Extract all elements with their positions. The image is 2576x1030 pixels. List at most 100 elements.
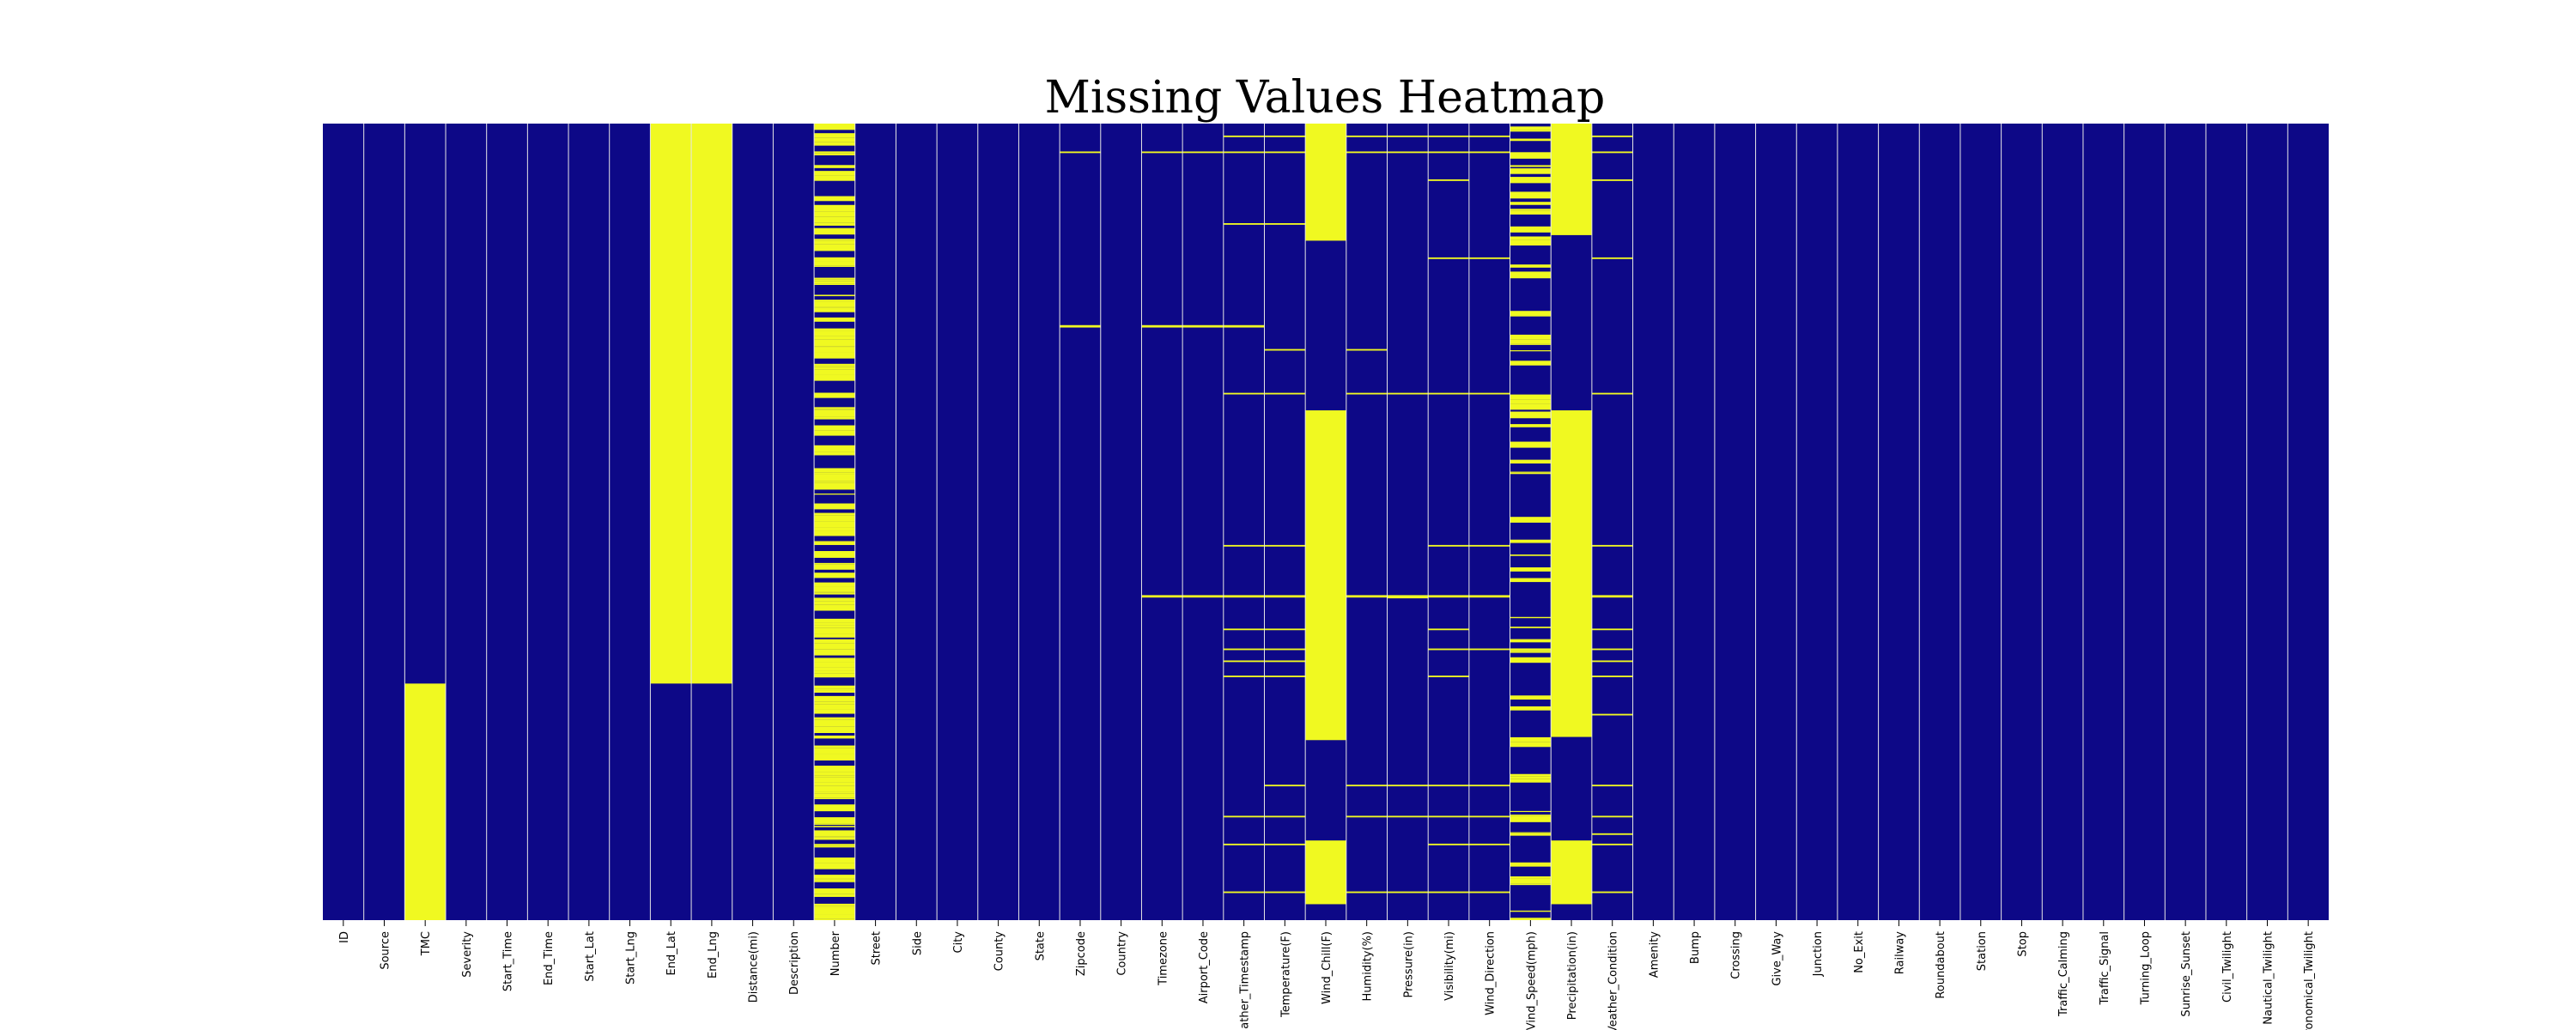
missing-cell-number (814, 451, 855, 456)
missing-cell-visibility-mi (1428, 785, 1469, 787)
missing-cell-wind-speed-mph (1510, 810, 1552, 812)
missing-cell-wind-speed-mph (1510, 815, 1552, 822)
missing-cell-precipitation-in (1551, 410, 1592, 737)
missing-cell-number (814, 257, 855, 262)
x-tick-label: Side (911, 931, 924, 955)
x-tick-label: Temperature(F) (1279, 931, 1292, 1018)
missing-cell-number (814, 633, 855, 638)
missing-cell-temperature-f (1264, 660, 1306, 663)
missing-cell-number (814, 430, 855, 436)
missing-cell-number (814, 300, 855, 302)
x-tick-label: Source (380, 931, 392, 970)
missing-cell-number (814, 306, 855, 308)
x-tick-label: Station (1976, 931, 1989, 971)
x-tick-label: End_Lng (707, 931, 720, 978)
missing-cell-wind-direction (1468, 648, 1510, 651)
missing-cell-number (814, 481, 855, 483)
missing-cell-number (814, 745, 855, 748)
missing-cell-number (814, 472, 855, 475)
missing-cell-number (814, 216, 855, 223)
missing-cell-number (814, 673, 855, 678)
missing-cell-weather-timestamp (1223, 628, 1265, 631)
missing-cell-wind-chill-f (1305, 124, 1346, 241)
missing-cell-weather-timestamp (1223, 660, 1265, 663)
missing-cell-number (814, 766, 855, 772)
missing-cell-weather-timestamp (1223, 595, 1265, 598)
missing-cell-number (814, 844, 855, 846)
missing-cell-number (814, 468, 855, 473)
missing-cell-number (814, 772, 855, 776)
x-tick-label: Country (1116, 931, 1129, 976)
missing-cell-precipitation-in (1551, 124, 1592, 235)
missing-cell-number (814, 265, 855, 267)
missing-cell-number (814, 826, 855, 827)
missing-cell-wind-speed-mph (1510, 616, 1552, 619)
missing-cell-number (814, 879, 855, 882)
missing-cell-number (814, 365, 855, 367)
missing-cell-pressure-in (1387, 392, 1429, 395)
missing-cell-weather-condition (1591, 544, 1633, 547)
missing-cell-wind-speed-mph (1510, 168, 1552, 174)
missing-cell-number (814, 907, 855, 915)
x-tick-label: Roundabout (1935, 931, 1947, 999)
missing-cell-number (814, 222, 855, 226)
missing-cell-wind-direction (1468, 392, 1510, 395)
missing-cell-number (814, 592, 855, 595)
x-tick-label: Number (829, 930, 842, 976)
missing-cell-number (814, 244, 855, 251)
missing-cell-wind-direction (1468, 135, 1510, 137)
x-tick-label: Humidity(%) (1362, 931, 1375, 1001)
missing-cell-number (814, 625, 855, 628)
missing-cell-number (814, 670, 855, 674)
missing-cell-weather-condition (1591, 151, 1633, 154)
missing-cell-wind-direction (1468, 891, 1510, 894)
missing-cell-number (814, 328, 855, 331)
missing-cell-number (814, 903, 855, 906)
x-tick-label: End_Lat (665, 931, 678, 976)
missing-cell-number (814, 330, 855, 336)
missing-cell-wind-speed-mph (1510, 876, 1552, 879)
missing-cell-airport-code (1182, 151, 1224, 154)
missing-cell-airport-code (1182, 324, 1224, 328)
missing-cell-wind-speed-mph (1510, 833, 1552, 836)
x-tick-label: Severity (461, 931, 474, 978)
x-tick-label: Civil_Twilight (2221, 931, 2234, 1003)
missing-cell-number (814, 165, 855, 168)
missing-cell-number (814, 837, 855, 840)
missing-cell-temperature-f (1264, 135, 1306, 137)
missing-cell-precipitation-in (1551, 840, 1592, 905)
missing-cell-wind-speed-mph (1510, 566, 1552, 572)
missing-cell-weather-condition (1591, 785, 1633, 787)
missing-cell-number (814, 643, 855, 650)
x-tick-label: Distance(mi) (748, 931, 761, 1003)
missing-cell-number (814, 793, 855, 798)
missing-cell-wind-direction (1468, 785, 1510, 787)
missing-cell-number (814, 445, 855, 452)
missing-cell-wind-speed-mph (1510, 399, 1552, 404)
missing-cell-weather-condition (1591, 135, 1633, 137)
missing-cell-number (814, 347, 855, 353)
x-tick-label: Sunrise_Sunset (2180, 931, 2193, 1017)
missing-cell-number (814, 151, 855, 154)
missing-cell-number (814, 374, 855, 381)
missing-cell-weather-condition (1591, 843, 1633, 845)
missing-cell-number (814, 690, 855, 694)
x-tick-label: Bump (1689, 931, 1702, 964)
missing-cell-number (814, 701, 855, 705)
missing-cell-visibility-mi (1428, 151, 1469, 154)
missing-cell-wind-speed-mph (1510, 539, 1552, 543)
missing-cell-number (814, 754, 855, 761)
missing-cell-number (814, 564, 855, 570)
missing-cell-wind-speed-mph (1510, 651, 1552, 653)
missing-cell-humidity (1346, 151, 1388, 154)
missing-cell-weather-condition (1591, 179, 1633, 181)
missing-cell-number (814, 688, 855, 691)
missing-cell-weather-timestamp (1223, 648, 1265, 651)
missing-cell-number (814, 881, 855, 882)
missing-cell-number (814, 618, 855, 623)
missing-cell-number (814, 124, 855, 130)
missing-cell-number (814, 726, 855, 734)
chart-title: Missing Values Heatmap (1045, 72, 1606, 124)
missing-cell-wind-speed-mph (1510, 191, 1552, 199)
missing-cell-number (814, 717, 855, 720)
